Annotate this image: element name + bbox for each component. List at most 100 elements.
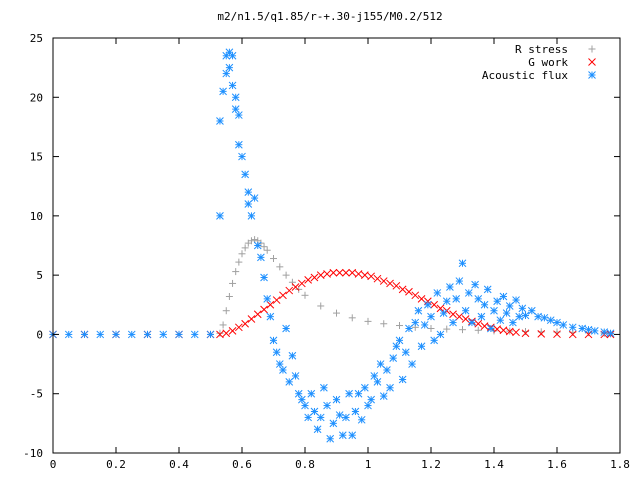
data-point bbox=[234, 140, 243, 149]
data-point bbox=[222, 329, 231, 338]
data-point bbox=[316, 271, 325, 279]
x-tick-label: 1.2 bbox=[421, 458, 441, 471]
data-point bbox=[244, 188, 253, 196]
data-point bbox=[112, 330, 120, 339]
data-point bbox=[229, 279, 237, 287]
data-point bbox=[459, 326, 466, 334]
data-point bbox=[442, 297, 451, 306]
data-point bbox=[253, 310, 262, 319]
x-tick-label: 1 bbox=[365, 458, 372, 471]
series-2 bbox=[49, 48, 615, 443]
data-point bbox=[320, 383, 328, 392]
data-point bbox=[190, 330, 199, 339]
data-point bbox=[578, 324, 587, 333]
series-1 bbox=[49, 268, 615, 339]
data-point bbox=[269, 336, 278, 345]
data-point bbox=[360, 383, 369, 392]
data-point bbox=[493, 297, 502, 306]
data-point bbox=[266, 312, 275, 321]
data-point bbox=[521, 329, 530, 338]
y-tick-label: -10 bbox=[23, 447, 43, 460]
data-point bbox=[405, 287, 413, 296]
data-point bbox=[143, 330, 152, 339]
data-point bbox=[206, 330, 215, 339]
data-point bbox=[443, 325, 451, 333]
x-tick-label: 1.4 bbox=[484, 458, 504, 471]
data-point bbox=[307, 389, 316, 398]
data-point bbox=[238, 250, 246, 258]
data-point bbox=[379, 392, 388, 400]
data-point bbox=[329, 419, 338, 428]
legend-label: R stress bbox=[515, 43, 568, 56]
x-tick-label: 0.6 bbox=[232, 458, 252, 471]
data-point bbox=[313, 425, 322, 434]
data-point bbox=[373, 378, 382, 386]
data-point bbox=[247, 212, 256, 220]
data-point bbox=[354, 270, 363, 278]
data-point bbox=[474, 295, 483, 303]
data-point bbox=[272, 296, 281, 304]
data-point bbox=[288, 351, 297, 360]
data-point bbox=[386, 279, 394, 288]
x-tick-label: 1.6 bbox=[547, 458, 567, 471]
data-point bbox=[247, 315, 256, 323]
data-point bbox=[502, 309, 511, 317]
data-point bbox=[408, 360, 416, 368]
data-point bbox=[234, 323, 243, 332]
data-point bbox=[241, 319, 250, 328]
data-point bbox=[483, 285, 492, 294]
y-axis: -10 -5 0 5 10 15 20 25 bbox=[23, 32, 620, 460]
legend-label: Acoustic flux bbox=[482, 69, 568, 82]
data-point bbox=[216, 212, 224, 220]
data-point bbox=[351, 407, 360, 416]
y-tick-label: 25 bbox=[30, 32, 43, 45]
data-point bbox=[379, 277, 388, 285]
y-tick-label: 5 bbox=[36, 269, 43, 282]
data-point bbox=[260, 243, 268, 251]
data-point bbox=[257, 253, 265, 262]
data-point bbox=[512, 328, 520, 337]
data-point bbox=[310, 273, 319, 282]
data-point bbox=[423, 300, 432, 309]
data-point bbox=[345, 389, 353, 398]
data-point bbox=[219, 87, 227, 96]
data-point bbox=[401, 348, 410, 357]
data-point bbox=[480, 300, 489, 309]
data-point bbox=[527, 306, 536, 315]
data-point bbox=[225, 63, 234, 72]
y-tick-label: 0 bbox=[36, 328, 43, 341]
data-point bbox=[540, 313, 549, 322]
data-point bbox=[505, 302, 514, 310]
data-point bbox=[348, 268, 357, 277]
x-tick-label: 0.8 bbox=[295, 458, 315, 471]
x-tick-label: 0 bbox=[50, 458, 57, 471]
data-point bbox=[360, 271, 369, 279]
data-point bbox=[216, 330, 224, 339]
data-point bbox=[301, 401, 309, 410]
data-point bbox=[461, 306, 470, 315]
data-point bbox=[370, 372, 379, 380]
data-point bbox=[436, 330, 445, 339]
data-point bbox=[398, 375, 407, 384]
legend-label: G work bbox=[528, 56, 568, 69]
data-point bbox=[496, 316, 505, 325]
data-point bbox=[455, 312, 464, 321]
data-point bbox=[396, 322, 403, 330]
data-point bbox=[231, 93, 240, 102]
data-point bbox=[398, 285, 407, 294]
data-point bbox=[297, 395, 306, 404]
x-axis: 0 0.2 0.4 0.6 0.8 1 1.2 1.4 1.6 1.8 bbox=[50, 38, 630, 471]
data-point bbox=[285, 286, 294, 295]
data-point bbox=[458, 259, 467, 268]
data-point bbox=[282, 271, 290, 279]
x-tick-label: 0.4 bbox=[169, 458, 189, 471]
data-point bbox=[546, 316, 555, 325]
data-point bbox=[323, 270, 331, 278]
data-point bbox=[461, 315, 470, 323]
data-point bbox=[411, 318, 420, 327]
data-point bbox=[380, 320, 388, 328]
data-point bbox=[590, 327, 599, 335]
data-point bbox=[480, 322, 489, 330]
y-tick-label: 20 bbox=[30, 91, 43, 104]
data-point bbox=[329, 268, 338, 277]
